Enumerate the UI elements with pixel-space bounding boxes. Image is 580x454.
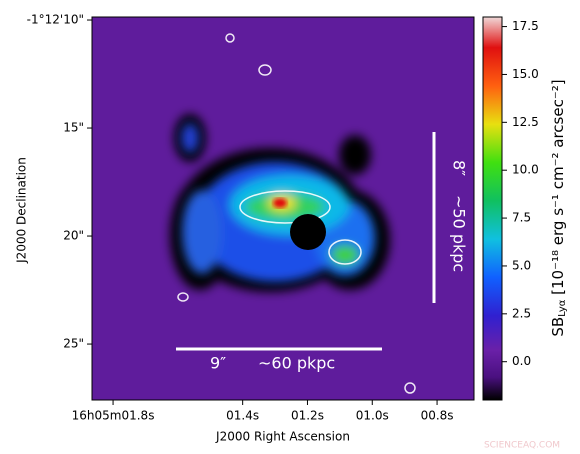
colorbar-tick-label: 7.5 <box>512 211 531 225</box>
colorbar-label-main: SB <box>549 317 567 337</box>
y-tick-label: 20" <box>63 229 84 243</box>
plot-frame <box>91 16 475 401</box>
colorbar-tick-label: 2.5 <box>512 306 531 320</box>
image <box>92 17 474 400</box>
x-tick-label: 16h05m01.8s <box>72 409 155 423</box>
x-tick-label: 01.4s <box>226 409 259 423</box>
colorbar-tick-label: 5.0 <box>512 258 531 272</box>
colorbar-tick-label: 12.5 <box>512 115 539 129</box>
colorbar-label-sub: Lyα <box>557 299 568 317</box>
x-axis-label: J2000 Right Ascension <box>215 430 350 444</box>
colorbar-tick-label: 10.0 <box>512 163 539 177</box>
scale-bar-distance: ~50 pkpc <box>450 195 469 272</box>
y-tick-label: -1°12'10" <box>27 13 84 27</box>
colorbar-tick-label: 0.0 <box>512 354 531 368</box>
scale-bar-distance: ~60 pkpc <box>258 354 335 373</box>
colorbar-label: SBLyα [10⁻¹⁸ erg s⁻¹ cm⁻² arcsec⁻²] <box>549 79 569 336</box>
y-axis-label: J2000 Declination <box>15 157 29 264</box>
y-tick-label: 15" <box>63 121 84 135</box>
x-tick-label: 00.8s <box>421 409 454 423</box>
colorbar-label-rest: [10⁻¹⁸ erg s⁻¹ cm⁻² arcsec⁻²] <box>549 79 567 299</box>
colorbar-tick-label: 17.5 <box>512 19 539 33</box>
x-tick-label: 01.2s <box>291 409 324 423</box>
scale-bar-size: 9″ <box>210 354 226 373</box>
colorbar-tick-label: 15.0 <box>512 67 539 81</box>
scale-bar-size: 8″ <box>450 160 469 176</box>
watermark: SCIENCEAQ.COM <box>484 441 560 451</box>
y-tick-label: 25" <box>63 337 84 351</box>
colorbar <box>482 16 503 401</box>
x-tick-label: 01.0s <box>356 409 389 423</box>
